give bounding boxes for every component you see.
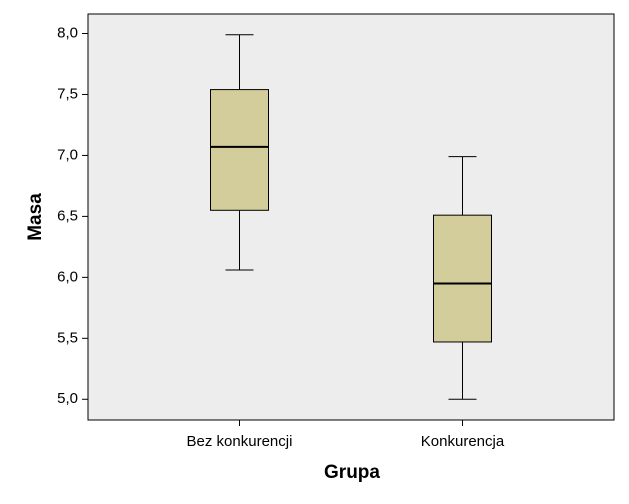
y-tick-label: 5,5: [57, 329, 78, 346]
y-tick-label: 7,0: [57, 146, 78, 163]
y-axis-title: Masa: [25, 193, 46, 241]
y-tick-label: 8,0: [57, 24, 78, 41]
y-tick-label: 5,0: [57, 390, 78, 407]
plot-area: [87, 13, 615, 421]
y-tick-label: 7,5: [57, 85, 78, 102]
box: [433, 214, 492, 343]
x-tick-label: Konkurencja: [421, 433, 505, 450]
y-tick-label: 6,5: [57, 207, 78, 224]
y-tick-label: 6,0: [57, 268, 78, 285]
box: [210, 89, 269, 211]
x-axis-title: Grupa: [324, 462, 380, 483]
x-tick-label: Bez konkurencji: [187, 433, 293, 450]
